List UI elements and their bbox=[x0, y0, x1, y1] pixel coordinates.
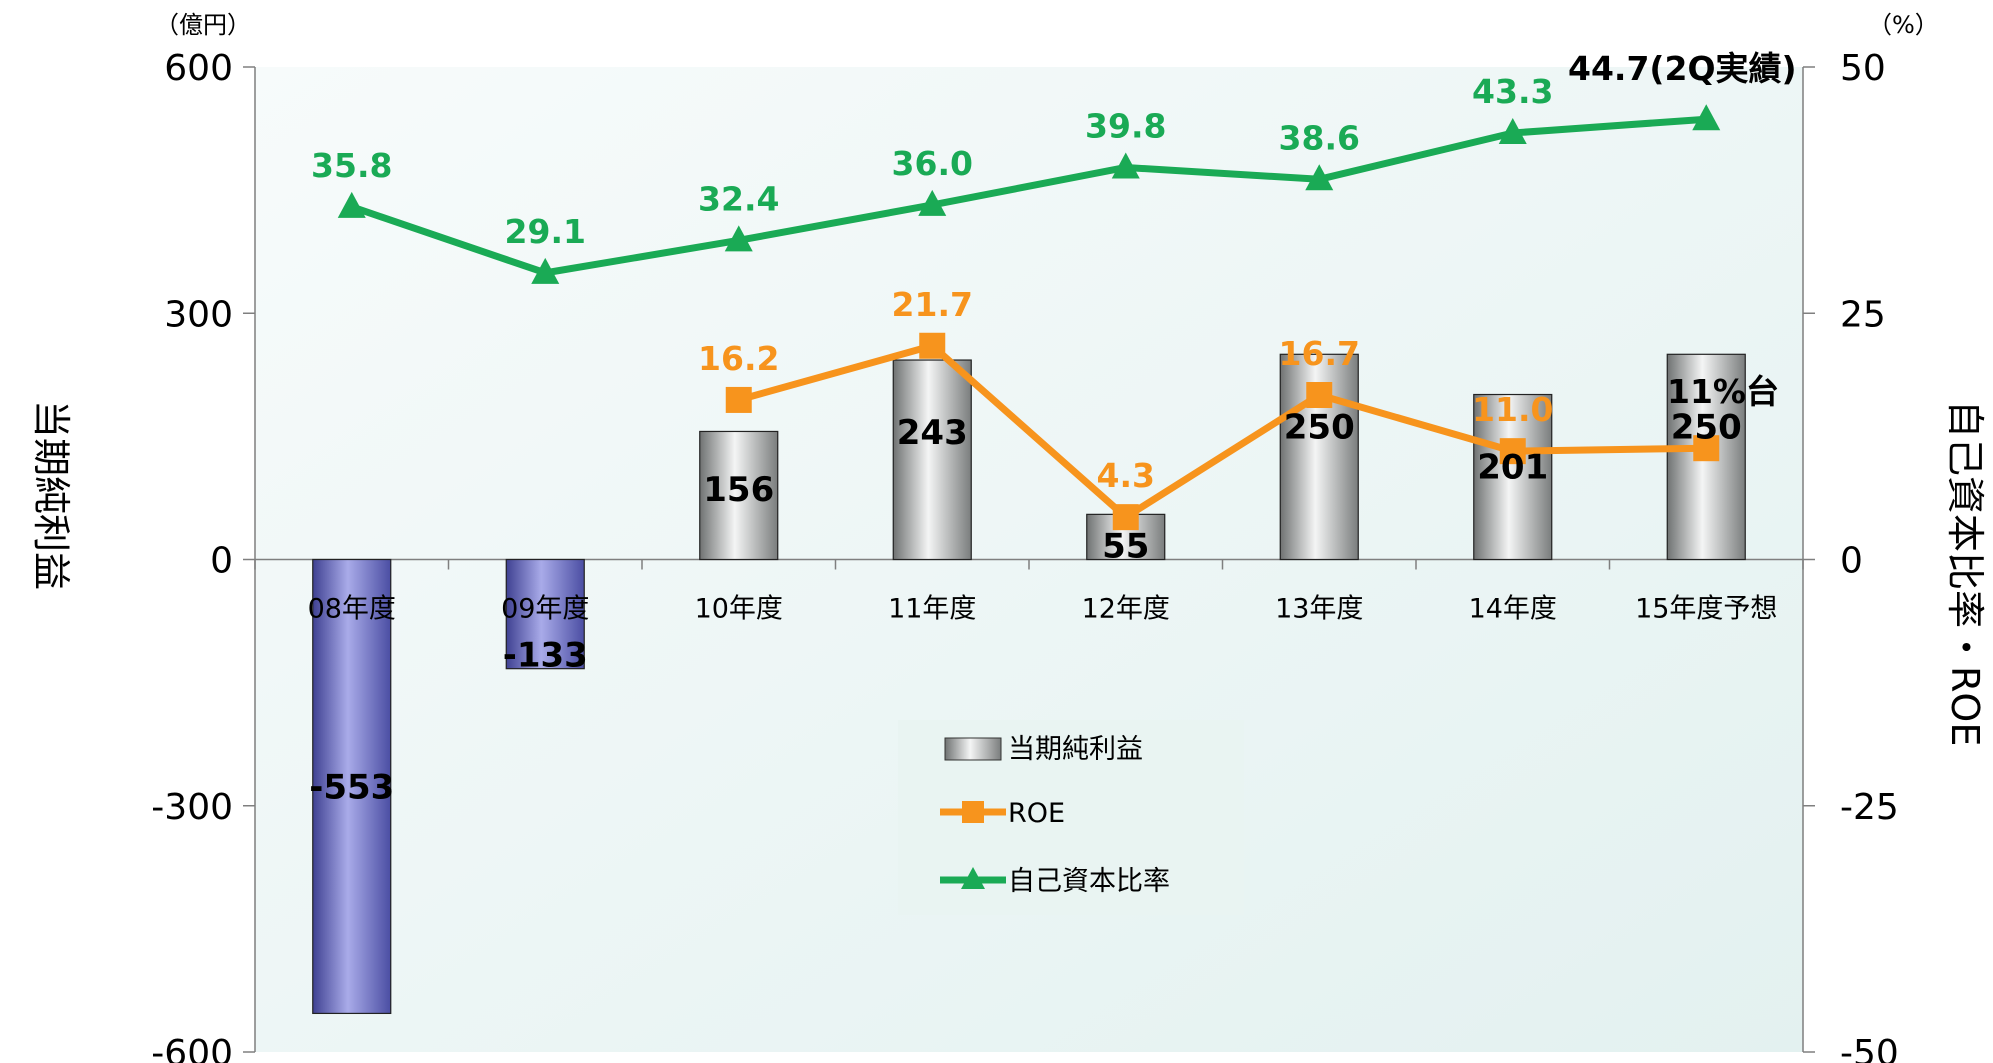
legend-item-roe: ROE bbox=[940, 798, 1065, 829]
legend-label-net-income: 当期純利益 bbox=[1008, 734, 1143, 765]
legend-item-net-income: 当期純利益 bbox=[944, 734, 1143, 765]
equity-value-label: 35.8 bbox=[311, 146, 392, 185]
marker-equity-ratio bbox=[918, 189, 947, 216]
equity-value-label: 39.8 bbox=[1085, 106, 1166, 145]
category-label: 14年度 bbox=[1469, 594, 1557, 625]
category-label: 11年度 bbox=[888, 594, 976, 625]
right-tick-label: 0 bbox=[1840, 541, 1863, 582]
legend-label-roe: ROE bbox=[1008, 798, 1065, 829]
legend-swatch-roe-marker bbox=[962, 801, 984, 823]
annotation-roe-forecast: 11%台 bbox=[1667, 372, 1779, 411]
equity-value-label: 43.3 bbox=[1472, 72, 1553, 111]
legend-item-equity-ratio: 自己資本比率 bbox=[940, 866, 1170, 897]
marker-roe bbox=[725, 386, 752, 413]
bar-value-label: -133 bbox=[503, 636, 588, 676]
bar-net-income bbox=[505, 558, 585, 670]
roe-value-label: 16.2 bbox=[698, 339, 779, 378]
marker-equity-ratio bbox=[1305, 164, 1334, 191]
lines bbox=[337, 104, 1721, 531]
bar-value-label: -553 bbox=[309, 767, 394, 807]
right-axis-unit: （%） bbox=[1868, 11, 1939, 39]
bar-value-label: 55 bbox=[1102, 527, 1149, 567]
equity-value-label: 36.0 bbox=[892, 144, 973, 183]
equity-value-label: 32.4 bbox=[698, 179, 779, 218]
bar-net-income bbox=[312, 558, 392, 1015]
bar-net-income bbox=[1473, 393, 1553, 561]
roe-value-label: 11.0 bbox=[1472, 390, 1553, 429]
line-roe bbox=[737, 342, 1707, 521]
category-label: 10年度 bbox=[695, 594, 783, 625]
legend-swatch-bar bbox=[944, 737, 1002, 761]
equity-value-label: 29.1 bbox=[505, 212, 586, 251]
legend-swatch-equity-marker bbox=[961, 867, 985, 889]
category-label: 15年度予想 bbox=[1635, 594, 1777, 625]
category-label: 08年度 bbox=[308, 594, 396, 625]
left-axis-unit: （億円） bbox=[155, 11, 251, 39]
roe-value-label: 21.7 bbox=[892, 285, 973, 324]
bar-value-label: 250 bbox=[1284, 407, 1355, 447]
line-equity-ratio bbox=[350, 115, 1707, 277]
right-axis-title: 自己資本比率・ROE bbox=[1943, 400, 1987, 746]
marker-equity-ratio bbox=[337, 191, 366, 218]
right-tick-label: 50 bbox=[1840, 48, 1886, 89]
marker-roe bbox=[1499, 438, 1526, 465]
left-tick-label: -600 bbox=[151, 1033, 233, 1063]
left-tick-label: 300 bbox=[164, 294, 233, 335]
marker-roe bbox=[919, 332, 946, 359]
left-tick-label: 0 bbox=[210, 541, 233, 582]
category-label: 13年度 bbox=[1275, 594, 1363, 625]
category-label: 09年度 bbox=[501, 594, 589, 625]
annotation-equity-actual: 44.7(2Q実績) bbox=[1568, 49, 1797, 88]
category-label: 12年度 bbox=[1082, 594, 1170, 625]
marker-equity-ratio bbox=[1498, 117, 1527, 144]
marker-roe bbox=[1693, 435, 1720, 462]
roe-value-label: 16.7 bbox=[1279, 334, 1360, 373]
marker-equity-ratio bbox=[724, 225, 753, 252]
roe-value-label: 4.3 bbox=[1097, 456, 1155, 495]
left-tick-label: -300 bbox=[151, 787, 233, 828]
left-axis-title: 当期純利益 bbox=[29, 400, 73, 590]
bar-net-income bbox=[699, 430, 779, 561]
marker-equity-ratio bbox=[1111, 152, 1140, 179]
bar-value-label: 156 bbox=[703, 470, 774, 510]
legend-label-equity-ratio: 自己資本比率 bbox=[1008, 866, 1170, 897]
marker-equity-ratio bbox=[531, 257, 560, 284]
bar-net-income bbox=[892, 359, 972, 561]
right-tick-label: -50 bbox=[1840, 1033, 1899, 1063]
bar-value-label: 243 bbox=[897, 413, 968, 453]
left-tick-label: 600 bbox=[164, 48, 233, 89]
bar-value-label: 250 bbox=[1671, 407, 1742, 447]
marker-equity-ratio bbox=[1692, 104, 1721, 131]
bar-value-label: 201 bbox=[1477, 448, 1548, 488]
legend: 当期純利益 ROE 自己資本比率 bbox=[898, 720, 1244, 915]
labels: 08年度 09年度 10年度 11年度 12年度 13年度 14年度 15年度予想 -553 -1… bbox=[308, 72, 1778, 807]
equity-value-label: 38.6 bbox=[1279, 118, 1360, 157]
marker-roe bbox=[1306, 382, 1333, 409]
right-tick-label: 25 bbox=[1840, 294, 1886, 335]
marker-roe bbox=[1112, 504, 1139, 531]
right-tick-label: -25 bbox=[1840, 787, 1899, 828]
